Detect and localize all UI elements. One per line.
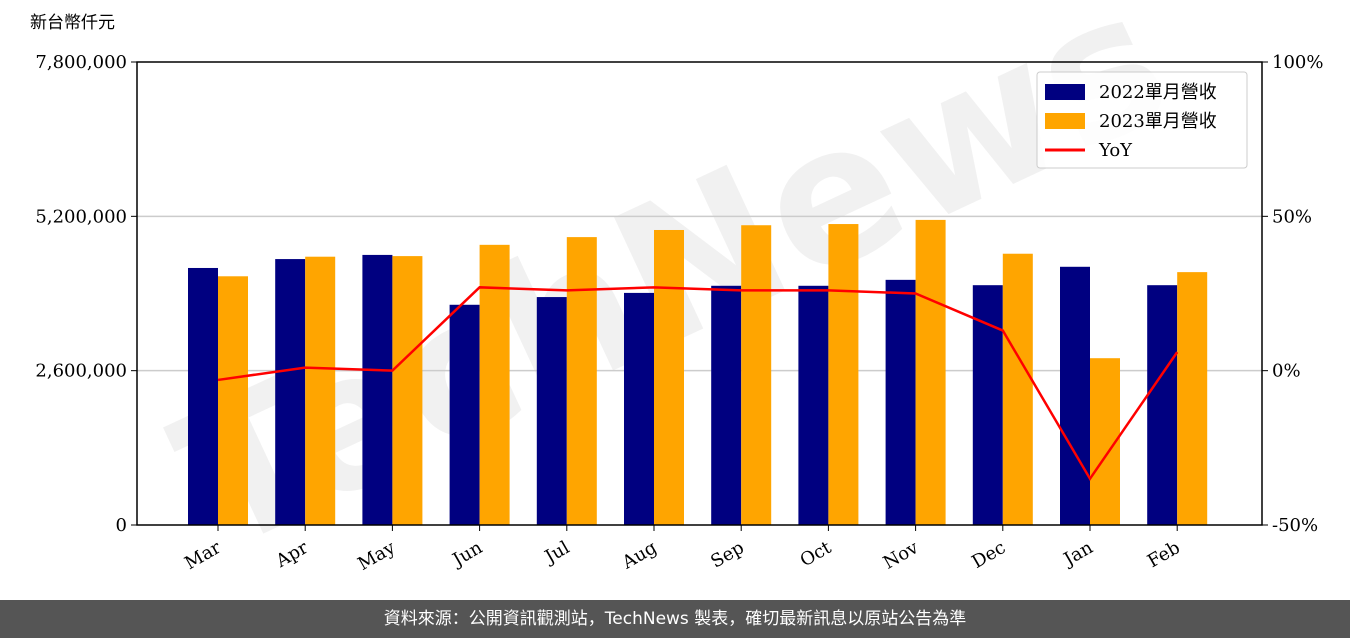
x-tick-label: Nov — [880, 537, 923, 574]
y-tick-label: 7,800,000 — [35, 52, 127, 73]
x-tick-label: Aug — [618, 537, 661, 574]
legend-label: 2022單月營收 — [1099, 82, 1217, 103]
plot-frame — [136, 61, 1263, 526]
legend-swatch — [1045, 113, 1085, 129]
x-tick-label: May — [354, 537, 399, 575]
x-tick-label: Jun — [448, 537, 487, 572]
y-axis-label: 新台幣仟元 — [30, 13, 115, 33]
bar — [1002, 253, 1033, 525]
bar — [275, 259, 306, 525]
bar — [885, 279, 916, 525]
y-tick-label: 2,600,000 — [35, 361, 127, 382]
bar — [798, 285, 829, 525]
y2-tick-label: 50% — [1272, 206, 1312, 227]
bar — [218, 276, 248, 525]
yoy-line — [217, 286, 1179, 482]
y2-tick-label: 100% — [1272, 52, 1323, 73]
bar — [711, 285, 742, 525]
footer-bar — [0, 600, 1350, 638]
bar — [741, 225, 772, 525]
bar — [449, 304, 480, 525]
x-tick-label: Jan — [1059, 537, 1097, 571]
x-tick-label: Jul — [540, 537, 574, 569]
bar — [362, 254, 393, 525]
y2-tick-label: 0% — [1272, 361, 1301, 382]
bar — [654, 229, 684, 525]
y2-tick-label: -50% — [1272, 515, 1318, 536]
legend-label: YoY — [1098, 140, 1133, 161]
y-tick-label: 0 — [116, 515, 127, 536]
x-tick-label: Sep — [707, 537, 747, 572]
bar — [828, 224, 859, 526]
bar — [392, 256, 423, 525]
legend-box — [1036, 71, 1248, 169]
bar — [305, 256, 336, 525]
bar — [1060, 266, 1090, 525]
bar — [915, 219, 946, 525]
x-tick-label: Oct — [797, 537, 836, 572]
legend-label: 2023單月營收 — [1099, 111, 1217, 132]
bar — [1147, 285, 1178, 525]
legend-swatch — [1045, 84, 1085, 100]
bar — [479, 244, 510, 526]
bar — [1177, 272, 1208, 525]
bar — [188, 267, 218, 525]
x-tick-label: Dec — [968, 537, 1009, 573]
bar — [536, 297, 567, 525]
y-tick-label: 5,200,000 — [35, 206, 127, 227]
bar — [972, 285, 1003, 525]
bar — [624, 292, 654, 525]
x-tick-label: Feb — [1144, 537, 1184, 572]
bar — [566, 237, 597, 525]
source-note: 資料來源：公開資訊觀測站，TechNews 製表，確切最新訊息以原站公告為準 — [384, 609, 966, 629]
